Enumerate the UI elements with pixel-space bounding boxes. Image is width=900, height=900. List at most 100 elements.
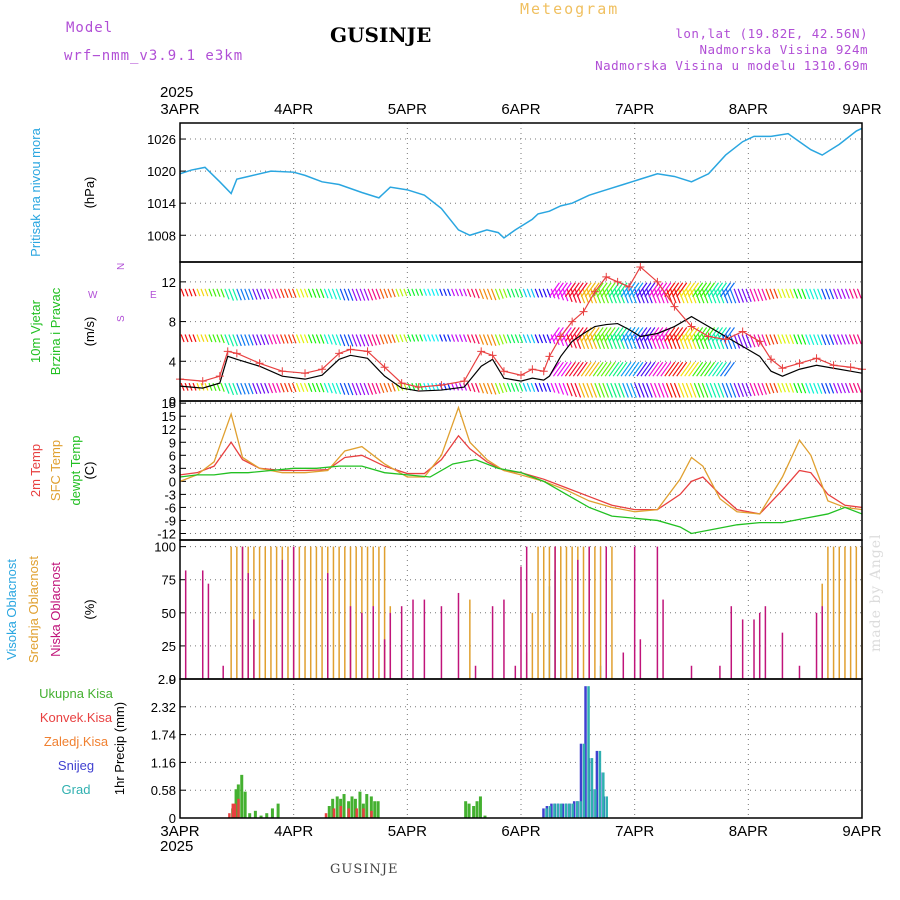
wind-barb <box>809 334 815 346</box>
precip-bar <box>475 801 479 818</box>
wind-barb <box>566 288 573 303</box>
wind-barb <box>363 334 370 347</box>
wind-barb <box>280 288 285 299</box>
wind-barb <box>582 382 590 398</box>
gust-marker <box>579 307 588 316</box>
wind-barb <box>844 334 850 345</box>
precip-bar <box>355 808 358 818</box>
legend-label: Srednja Oblacnost <box>26 556 41 663</box>
precip-bar <box>561 803 565 818</box>
precip-bar <box>483 815 487 818</box>
gust-marker <box>397 379 406 388</box>
wind-barb <box>411 382 416 391</box>
wind-barb <box>753 288 760 302</box>
wind-barb <box>232 334 238 347</box>
wind-barb <box>723 361 735 377</box>
wind-barb <box>546 334 552 344</box>
wind-barb <box>741 334 748 349</box>
precip-bar <box>579 801 582 818</box>
wind-barb <box>319 334 325 344</box>
wind-barb <box>510 288 516 298</box>
wind-barb <box>789 288 795 299</box>
wind-barb <box>588 361 600 377</box>
wind-barb <box>387 288 392 298</box>
wind-barb <box>447 334 452 342</box>
wind-barb <box>307 288 313 298</box>
wind-barb <box>612 327 624 342</box>
wind-barb <box>375 334 381 345</box>
wind-barb <box>311 382 317 393</box>
wind-barb <box>498 334 504 345</box>
wind-barb <box>673 382 681 398</box>
wind-barb <box>383 334 389 344</box>
wind-barb <box>636 361 648 377</box>
wind-barb <box>821 334 827 346</box>
wind-barb <box>652 361 664 377</box>
y-tick-label: 0 <box>169 672 176 687</box>
wind-barb <box>331 382 337 394</box>
wind-barb <box>347 334 354 347</box>
wind-barb <box>287 334 293 344</box>
wind-barb <box>208 288 213 297</box>
precip-bar <box>365 794 369 818</box>
wind-barb <box>636 282 648 298</box>
wind-barb <box>347 382 354 396</box>
wind-barb <box>793 382 799 394</box>
wind-barb <box>624 282 636 298</box>
precip-bar <box>362 808 365 818</box>
wind-barb <box>741 288 748 303</box>
wind-barb <box>656 361 668 377</box>
wind-barb <box>315 288 321 298</box>
wind-barb <box>506 382 512 392</box>
wind-barb <box>628 327 640 342</box>
wind-barb <box>856 382 862 393</box>
wind-barb <box>568 282 580 298</box>
wind-barb <box>435 382 440 391</box>
wind-barb <box>745 382 752 397</box>
wind-barb <box>781 334 786 344</box>
y-tick-label: -6 <box>164 500 176 515</box>
wind-barb <box>692 327 704 342</box>
wind-barb <box>600 361 612 377</box>
gust-marker <box>568 317 577 326</box>
wind-barb <box>303 334 309 344</box>
wind-barb <box>608 361 620 377</box>
wind-barb <box>391 382 396 392</box>
wind-barb <box>552 282 564 298</box>
gust-marker <box>460 377 469 386</box>
wind-barb <box>600 282 612 298</box>
wind-barb <box>522 334 528 344</box>
wind-barb <box>192 288 197 297</box>
wind-barb <box>208 382 213 391</box>
gust-marker <box>545 352 554 361</box>
wind-barb <box>684 327 696 342</box>
wind-barb <box>498 382 504 394</box>
precip-bar <box>571 803 574 818</box>
wind-barb <box>737 382 744 398</box>
wind-barb <box>522 288 528 298</box>
wind-barb <box>459 334 464 343</box>
wind-barb <box>620 361 632 377</box>
wind-barb <box>590 382 598 398</box>
wind-barb <box>538 382 544 392</box>
panel-ylabel: 1hr Precip (mm) <box>112 702 127 795</box>
y-tick-label: 12 <box>162 422 176 437</box>
wind-barb <box>276 288 281 299</box>
gust-marker <box>636 262 645 271</box>
wind-barb <box>821 288 827 300</box>
wind-barb <box>745 334 752 348</box>
x-tick-top: 9APR <box>842 101 881 118</box>
wind-barb <box>797 334 803 345</box>
wind-barb <box>200 382 205 391</box>
wind-barb <box>660 361 672 377</box>
precip-bar <box>243 791 247 818</box>
wind-barb <box>411 334 416 342</box>
wind-barb <box>765 288 771 300</box>
wind-barb <box>554 382 560 394</box>
wind-barb <box>829 334 835 345</box>
wind-barb <box>236 334 242 347</box>
wind-barb <box>383 382 389 393</box>
wind-barb <box>733 334 741 349</box>
wind-barb <box>622 382 629 398</box>
wind-barb <box>383 288 389 299</box>
